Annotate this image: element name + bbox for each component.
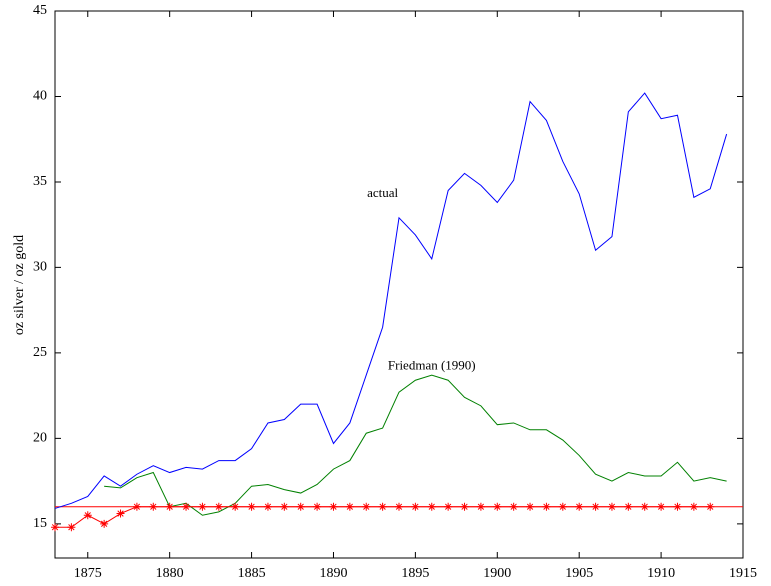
series-label: Friedman (1990) (388, 358, 476, 373)
star-marker (427, 502, 436, 511)
star-marker (526, 502, 535, 511)
star-marker (149, 502, 158, 511)
star-marker (329, 502, 338, 511)
star-marker (345, 502, 354, 511)
star-marker (116, 509, 125, 518)
star-marker (263, 502, 272, 511)
star-marker (460, 502, 469, 511)
y-axis-label: oz silver / oz gold (12, 235, 27, 335)
series-label: actual (367, 185, 398, 200)
star-marker (83, 511, 92, 520)
x-tick-label: 1890 (319, 566, 347, 581)
y-tick-label: 40 (33, 89, 47, 104)
star-marker (132, 502, 141, 511)
star-marker (607, 502, 616, 511)
star-marker (476, 502, 485, 511)
star-marker (198, 502, 207, 511)
y-tick-label: 30 (33, 260, 47, 275)
star-marker (673, 502, 682, 511)
star-marker (493, 502, 502, 511)
x-tick-label: 1885 (238, 566, 266, 581)
x-tick-label: 1880 (156, 566, 184, 581)
star-marker (689, 502, 698, 511)
star-marker (657, 502, 666, 511)
star-marker (280, 502, 289, 511)
star-marker (640, 502, 649, 511)
star-marker (51, 523, 59, 532)
y-tick-label: 20 (33, 431, 47, 446)
star-marker (575, 502, 584, 511)
star-marker (591, 502, 600, 511)
y-tick-label: 45 (33, 3, 47, 18)
x-tick-label: 1900 (483, 566, 511, 581)
x-tick-label: 1905 (565, 566, 593, 581)
star-marker (100, 519, 109, 528)
star-marker (378, 502, 387, 511)
y-tick-label: 35 (33, 174, 47, 189)
star-marker (706, 502, 715, 511)
series-line (104, 374, 727, 516)
star-marker (296, 502, 305, 511)
star-marker (444, 502, 453, 511)
x-tick-label: 1915 (729, 566, 757, 581)
series-line (54, 92, 728, 509)
star-marker (509, 502, 518, 511)
star-marker (411, 502, 420, 511)
star-marker (165, 502, 174, 511)
star-marker (231, 502, 240, 511)
star-marker (624, 502, 633, 511)
plot-frame (54, 10, 744, 559)
x-tick-label: 1895 (401, 566, 429, 581)
star-marker (247, 502, 256, 511)
star-marker (558, 502, 567, 511)
star-marker (182, 502, 191, 511)
star-marker (313, 502, 322, 511)
y-tick-label: 25 (33, 345, 47, 360)
star-marker (67, 523, 76, 532)
x-tick-label: 1910 (647, 566, 675, 581)
star-marker (542, 502, 551, 511)
star-marker (362, 502, 371, 511)
y-tick-label: 15 (33, 516, 47, 531)
star-marker (395, 502, 403, 511)
star-marker (214, 502, 223, 511)
x-tick-label: 1875 (74, 566, 102, 581)
